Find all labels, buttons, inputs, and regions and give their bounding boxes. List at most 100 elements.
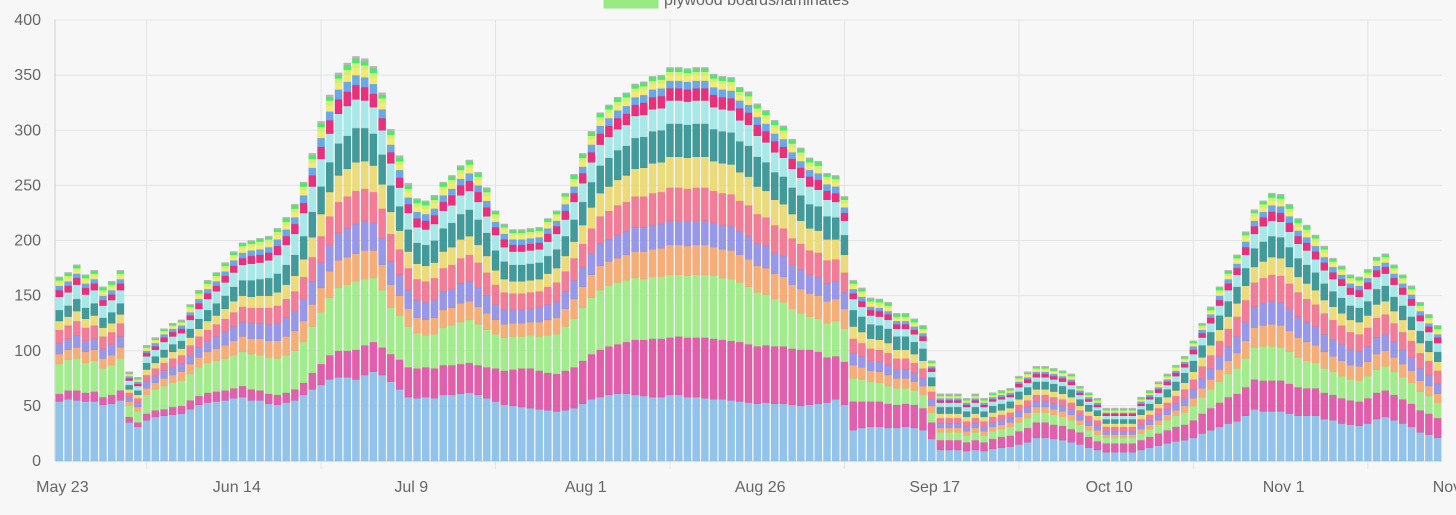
bar-segment [1416, 305, 1424, 308]
bar-segment [1320, 252, 1328, 258]
bar-segment [291, 223, 299, 235]
legend-label-plywood[interactable]: plywood boards/laminates [664, 0, 849, 9]
bar-segment [1390, 420, 1398, 462]
bar-segment [736, 401, 744, 462]
bar-segment [1320, 249, 1328, 253]
bar-segment [212, 401, 221, 462]
bar-segment [282, 317, 290, 337]
bar-segment [526, 250, 535, 264]
legend-swatch-plywood[interactable] [603, 0, 659, 9]
bar-segment [1250, 233, 1259, 249]
bar-segment [221, 275, 229, 283]
bar-segment [727, 84, 735, 91]
bar-segment [160, 341, 168, 350]
bar-segment [1207, 429, 1215, 462]
bar-segment [1163, 402, 1171, 410]
bar-segment [832, 281, 840, 300]
bar-segment [797, 288, 805, 314]
bar-segment [744, 112, 753, 125]
bar-segment [622, 341, 631, 394]
bar-segment [1372, 304, 1381, 318]
bar-segment [273, 254, 282, 274]
bar-segment [317, 123, 325, 128]
bar-segment [875, 361, 884, 372]
bar-segment [1172, 370, 1180, 374]
bar-segment [1102, 426, 1110, 432]
bar-segment [387, 211, 395, 235]
bar-segment [683, 69, 692, 74]
bar-segment [395, 389, 404, 462]
bar-segment [474, 306, 482, 325]
bar-segment [134, 397, 142, 403]
bar-segment [701, 220, 709, 246]
bar-segment [1224, 373, 1232, 398]
bar-segment [1128, 434, 1137, 439]
bar-segment [308, 326, 317, 374]
bar-segment [1067, 442, 1075, 462]
bar-segment [491, 368, 500, 402]
bar-segment [203, 402, 212, 462]
bar-segment [1390, 322, 1398, 343]
bar-segment [369, 371, 378, 462]
bar-segment [291, 275, 299, 292]
bar-segment [378, 264, 386, 291]
bar-segment [116, 289, 125, 304]
bar-segment [1390, 264, 1398, 267]
bar-segment [1215, 369, 1224, 382]
bar-segment [1067, 408, 1075, 415]
bar-segment [291, 330, 299, 351]
bar-segment [177, 405, 186, 414]
bar-segment [770, 224, 779, 253]
bar-segment [1163, 420, 1171, 431]
bar-segment [788, 146, 796, 153]
bar-segment [910, 404, 918, 429]
bar-segment [596, 265, 604, 291]
bar-segment [186, 308, 194, 313]
bar-segment [1085, 404, 1093, 412]
bar-segment [1364, 272, 1372, 275]
bar-segment [666, 67, 674, 69]
legend[interactable]: plywood boards/laminates [603, 0, 849, 9]
bar-segment [404, 267, 412, 291]
bar-segment [884, 302, 892, 304]
bar-segment [430, 334, 439, 369]
bar-segment [1137, 403, 1145, 407]
bar-segment [326, 379, 334, 462]
bar-segment [308, 236, 317, 258]
bar-segment [1268, 197, 1276, 202]
bar-segment [675, 244, 683, 275]
bar-segment [596, 349, 604, 398]
bar-segment [500, 309, 508, 325]
bar-segment [1119, 426, 1128, 432]
bar-segment [1346, 279, 1355, 284]
bar-segment [1320, 256, 1328, 263]
bar-segment [195, 328, 203, 337]
bar-segment [1337, 325, 1346, 345]
bar-segment [1381, 262, 1389, 268]
bar-segment [230, 251, 238, 253]
bar-segment [579, 360, 587, 404]
bar-segment [151, 416, 160, 462]
bar-segment [1329, 259, 1337, 262]
bar-segment [1311, 241, 1320, 247]
bar-segment [875, 307, 884, 312]
bar-segment [195, 298, 203, 304]
bar-segment [1425, 351, 1433, 361]
y-tick-label: 300 [14, 122, 41, 139]
bar-segment [701, 88, 709, 101]
bar-segment [116, 314, 125, 324]
bar-segment [840, 202, 849, 208]
bar-segment [1198, 337, 1206, 346]
bar-segment [343, 69, 351, 75]
bar-segment [1276, 257, 1285, 276]
bar-segment [151, 368, 160, 377]
bar-segment [1259, 411, 1267, 462]
bar-segment [448, 264, 456, 290]
bar-segment [736, 100, 744, 109]
bar-segment [832, 186, 840, 194]
bar-segment [910, 329, 918, 335]
bar-segment [596, 192, 604, 217]
bar-segment [1285, 246, 1294, 268]
bar-segment [1346, 349, 1355, 366]
bar-segment [675, 156, 683, 188]
